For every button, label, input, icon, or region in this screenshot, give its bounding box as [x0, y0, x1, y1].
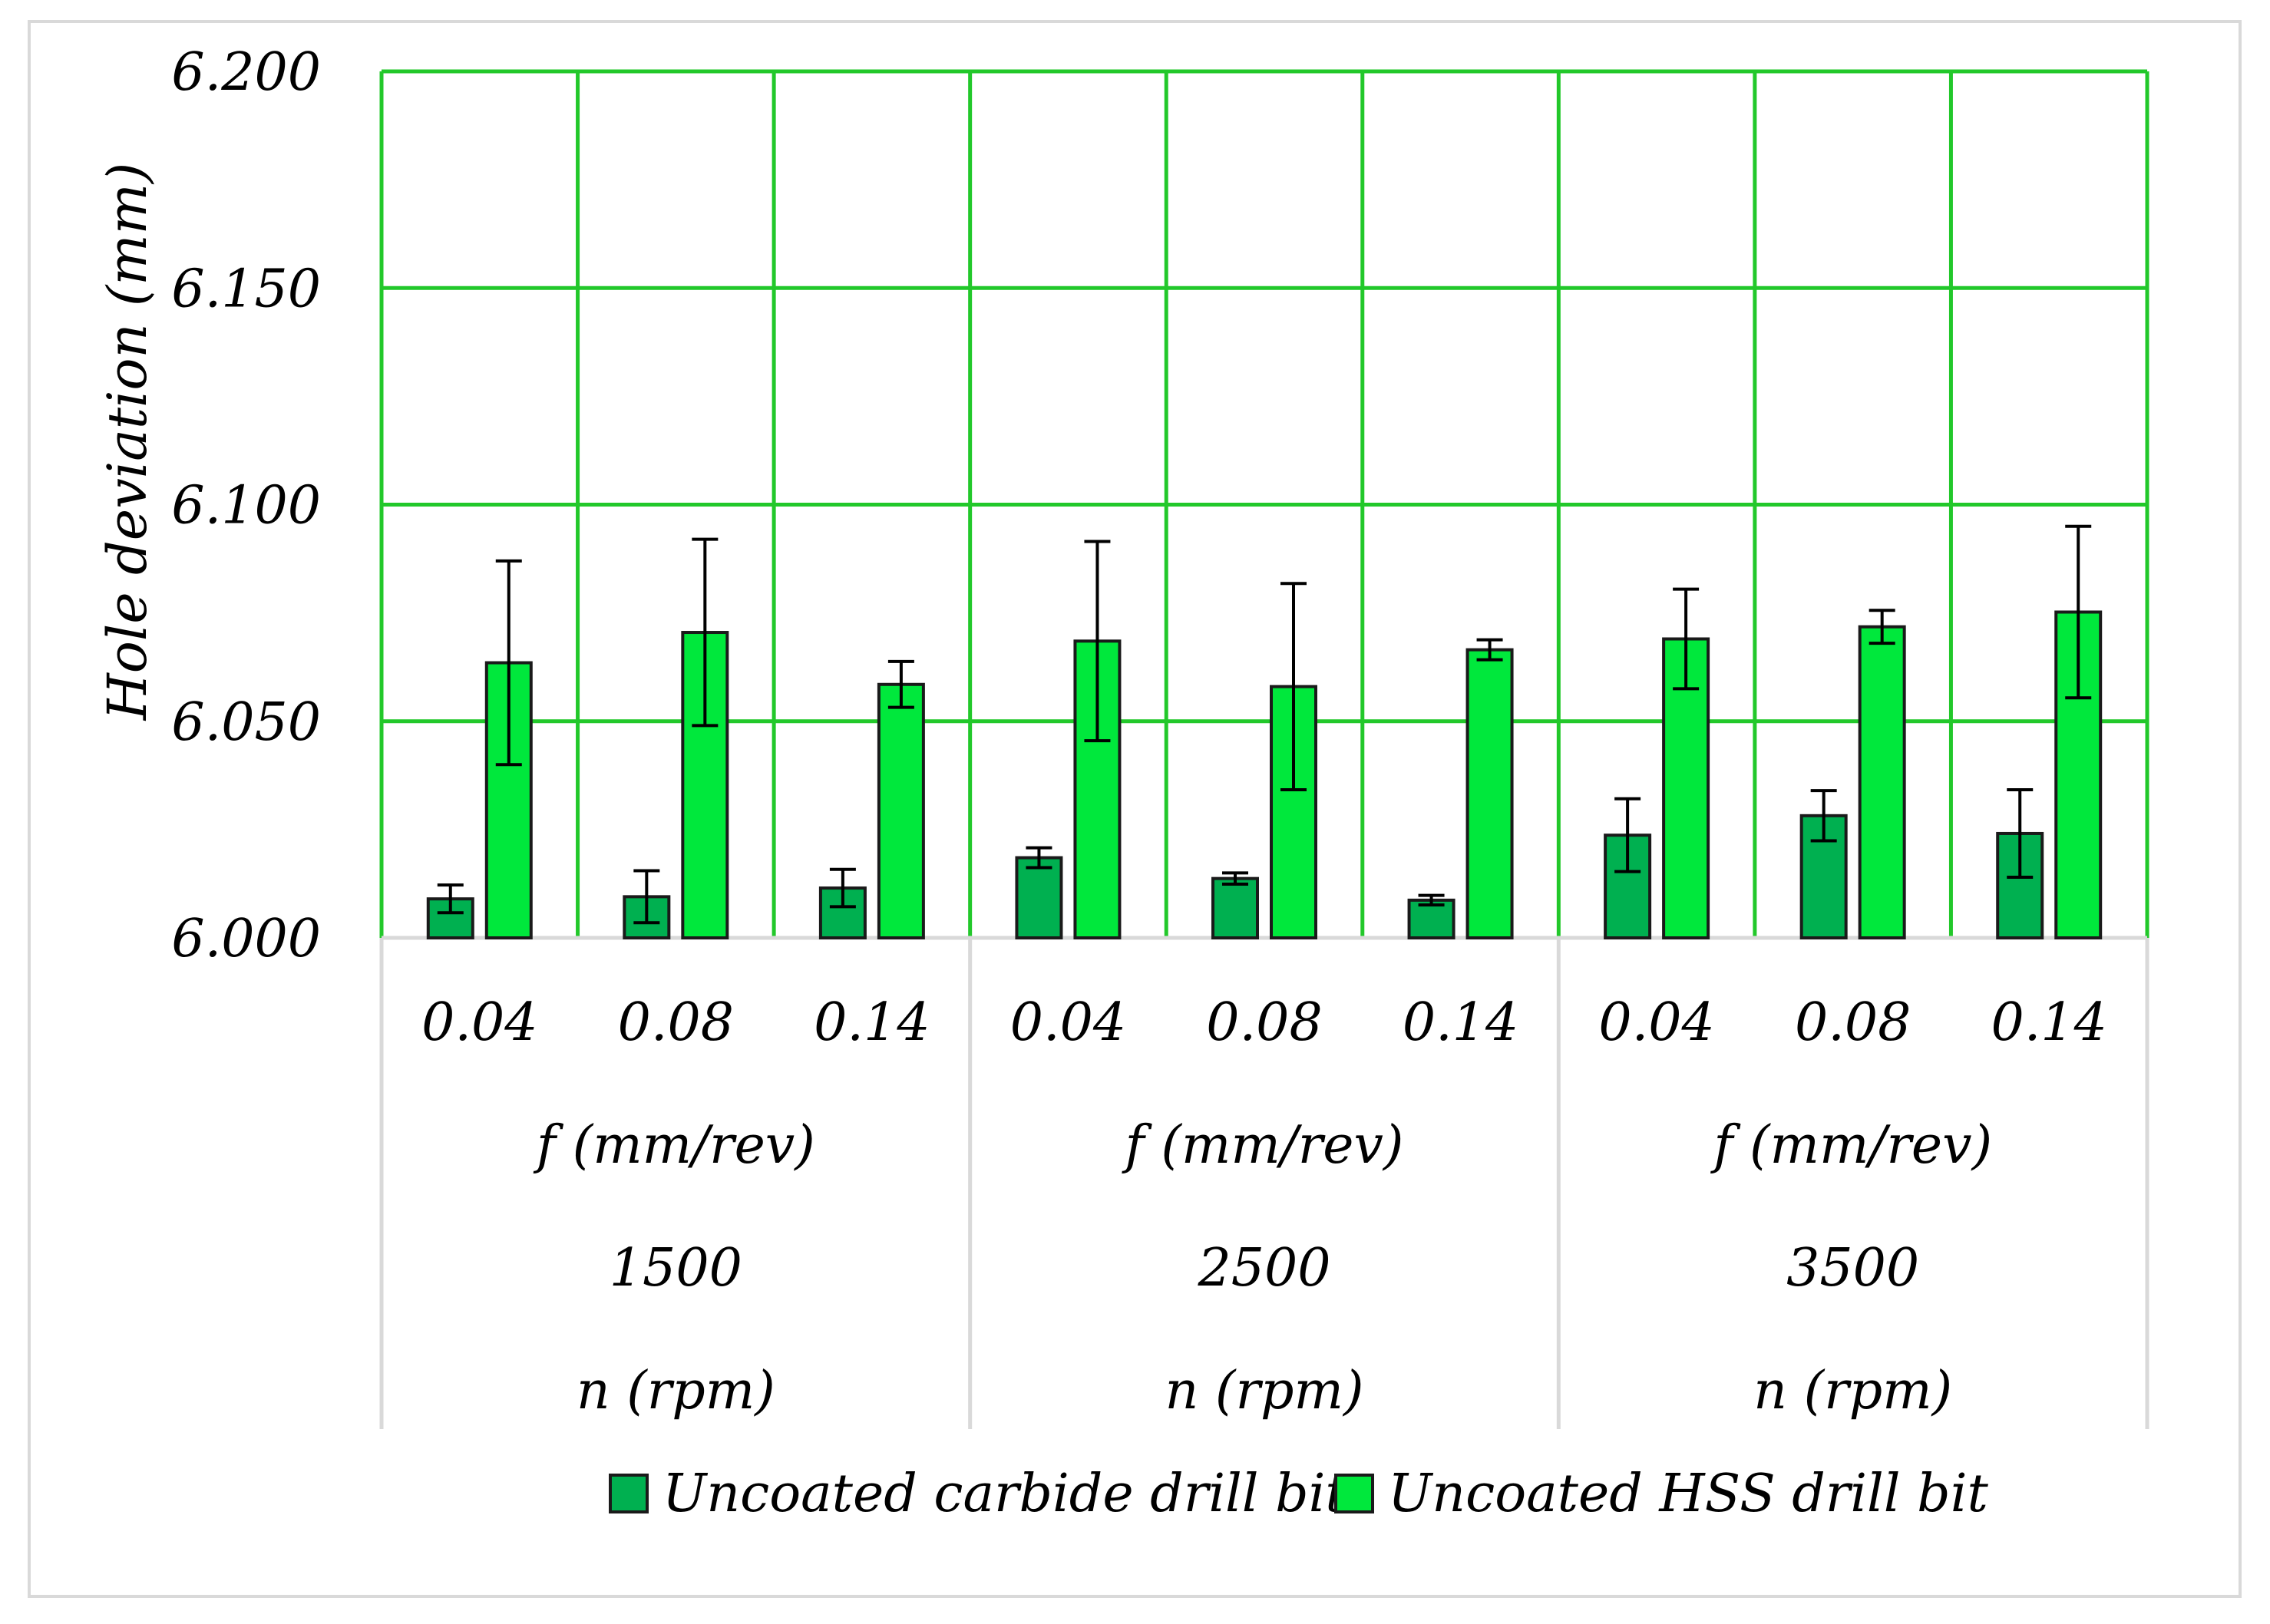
y-tick-label: 6.050 — [171, 692, 321, 753]
speed-axis-label: n (rpm) — [1753, 1361, 1952, 1421]
grid-layer — [379, 69, 2149, 938]
y-tick-label: 6.200 — [171, 42, 321, 103]
y-tick-label: 6.150 — [171, 259, 321, 319]
feed-axis-label: f (mm/rev) — [533, 1115, 815, 1176]
y-tick-label: 6.100 — [171, 476, 321, 536]
bar — [1015, 856, 1063, 940]
feed-axis-label: f (mm/rev) — [1710, 1115, 1992, 1176]
feed-axis-label: f (mm/rev) — [1122, 1115, 1404, 1176]
x-tick-label: 0.14 — [1403, 992, 1518, 1053]
x-tick-label: 0.08 — [618, 992, 734, 1053]
legend: Uncoated carbide drill bit Uncoated HSS d… — [609, 1464, 1988, 1524]
speed-value-label: 1500 — [610, 1238, 742, 1299]
x-tick-label: 0.04 — [421, 992, 537, 1053]
x-tick-label: 0.14 — [1991, 992, 2107, 1053]
speed-axis-label: n (rpm) — [577, 1361, 775, 1421]
legend-label: Uncoated carbide drill bit — [662, 1464, 1346, 1524]
axis-layer — [379, 936, 2149, 1429]
x-tick-label: 0.08 — [1206, 992, 1322, 1053]
x-tick-label: 0.04 — [1598, 992, 1714, 1053]
bar — [1465, 648, 1514, 939]
bar — [1858, 625, 1906, 940]
y-axis-title: Hole deviation (mm) — [96, 163, 159, 722]
legend-label: Uncoated HSS drill bit — [1388, 1464, 1988, 1524]
legend-swatch — [609, 1474, 649, 1513]
labels-layer: 6.000 6.050 6.100 6.150 6.200 0.04 0.08 0.14 0.0… — [171, 42, 2107, 1421]
bar — [1799, 814, 1848, 940]
speed-value-label: 3500 — [1786, 1238, 1919, 1299]
speed-axis-label: n (rpm) — [1165, 1361, 1364, 1421]
x-tick-label: 0.08 — [1795, 992, 1911, 1053]
x-tick-label: 0.14 — [814, 992, 930, 1053]
bars-layer — [426, 524, 2103, 940]
x-tick-label: 0.04 — [1010, 992, 1126, 1053]
bar — [877, 682, 925, 940]
legend-swatch — [1334, 1474, 1374, 1513]
bar — [1211, 876, 1259, 939]
y-tick-label: 6.000 — [171, 909, 321, 969]
speed-value-label: 2500 — [1197, 1238, 1330, 1299]
